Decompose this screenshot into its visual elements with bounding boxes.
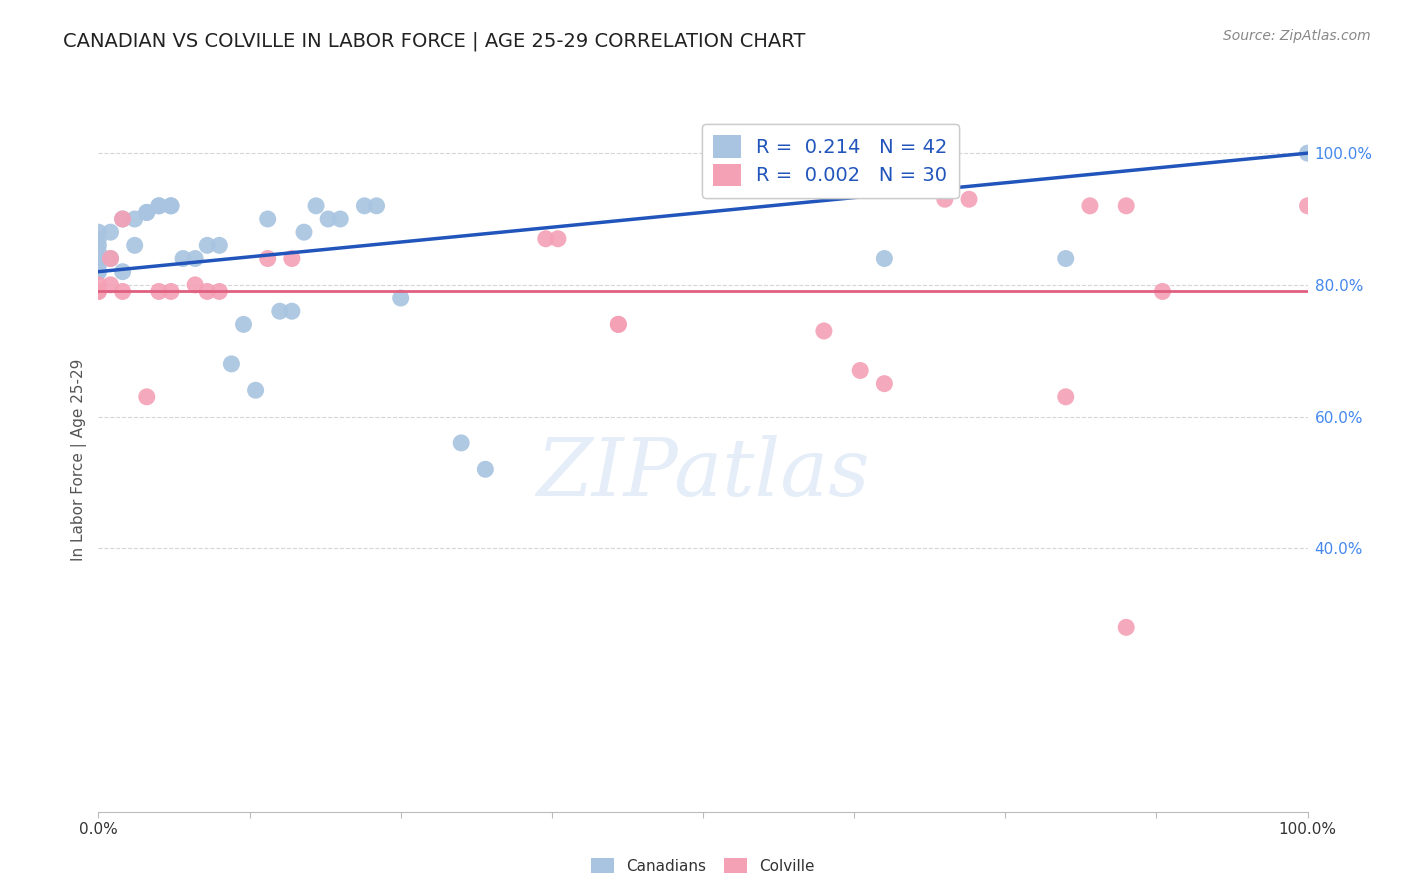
- Point: [1115, 199, 1137, 213]
- Point: [135, 205, 157, 219]
- Point: [124, 238, 146, 252]
- Point: [281, 252, 304, 266]
- Point: [366, 199, 388, 213]
- Point: [148, 199, 170, 213]
- Point: [208, 238, 231, 252]
- Legend: R =  0.214   N = 42, R =  0.002   N = 30: R = 0.214 N = 42, R = 0.002 N = 30: [702, 124, 959, 198]
- Point: [87, 265, 110, 279]
- Point: [1115, 620, 1137, 634]
- Point: [256, 252, 278, 266]
- Point: [1054, 390, 1077, 404]
- Point: [135, 205, 157, 219]
- Legend: Canadians, Colville: Canadians, Colville: [585, 852, 821, 880]
- Point: [957, 192, 980, 206]
- Point: [148, 199, 170, 213]
- Point: [87, 258, 110, 272]
- Point: [100, 252, 122, 266]
- Point: [329, 212, 352, 227]
- Point: [873, 252, 896, 266]
- Point: [172, 252, 194, 266]
- Point: [148, 285, 170, 299]
- Point: [111, 285, 134, 299]
- Point: [547, 232, 569, 246]
- Point: [305, 199, 328, 213]
- Point: [1078, 199, 1101, 213]
- Point: [849, 363, 872, 377]
- Point: [474, 462, 496, 476]
- Point: [281, 304, 304, 318]
- Point: [534, 232, 557, 246]
- Point: [873, 376, 896, 391]
- Point: [195, 285, 218, 299]
- Point: [450, 436, 472, 450]
- Point: [87, 252, 110, 266]
- Point: [184, 252, 207, 266]
- Point: [607, 318, 630, 332]
- Y-axis label: In Labor Force | Age 25-29: In Labor Force | Age 25-29: [72, 359, 87, 560]
- Point: [87, 232, 110, 246]
- Point: [100, 225, 122, 239]
- Point: [195, 238, 218, 252]
- Point: [87, 285, 110, 299]
- Point: [1296, 146, 1319, 161]
- Point: [1152, 285, 1174, 299]
- Point: [208, 285, 231, 299]
- Point: [813, 324, 835, 338]
- Point: [389, 291, 412, 305]
- Point: [87, 244, 110, 259]
- Point: [135, 390, 157, 404]
- Point: [87, 238, 110, 252]
- Point: [256, 212, 278, 227]
- Point: [316, 212, 339, 227]
- Point: [111, 212, 134, 227]
- Point: [1296, 199, 1319, 213]
- Point: [111, 265, 134, 279]
- Text: Source: ZipAtlas.com: Source: ZipAtlas.com: [1223, 29, 1371, 43]
- Point: [232, 318, 254, 332]
- Point: [607, 318, 630, 332]
- Text: CANADIAN VS COLVILLE IN LABOR FORCE | AGE 25-29 CORRELATION CHART: CANADIAN VS COLVILLE IN LABOR FORCE | AG…: [63, 31, 806, 51]
- Point: [87, 285, 110, 299]
- Point: [221, 357, 243, 371]
- Point: [87, 225, 110, 239]
- Point: [1054, 252, 1077, 266]
- Point: [111, 212, 134, 227]
- Point: [124, 212, 146, 227]
- Point: [100, 252, 122, 266]
- Point: [184, 277, 207, 292]
- Point: [353, 199, 375, 213]
- Point: [160, 199, 183, 213]
- Point: [269, 304, 291, 318]
- Point: [245, 383, 267, 397]
- Text: ZIPatlas: ZIPatlas: [536, 434, 870, 512]
- Point: [160, 199, 183, 213]
- Point: [934, 192, 956, 206]
- Point: [160, 285, 183, 299]
- Point: [87, 265, 110, 279]
- Point: [100, 277, 122, 292]
- Point: [292, 225, 315, 239]
- Point: [87, 277, 110, 292]
